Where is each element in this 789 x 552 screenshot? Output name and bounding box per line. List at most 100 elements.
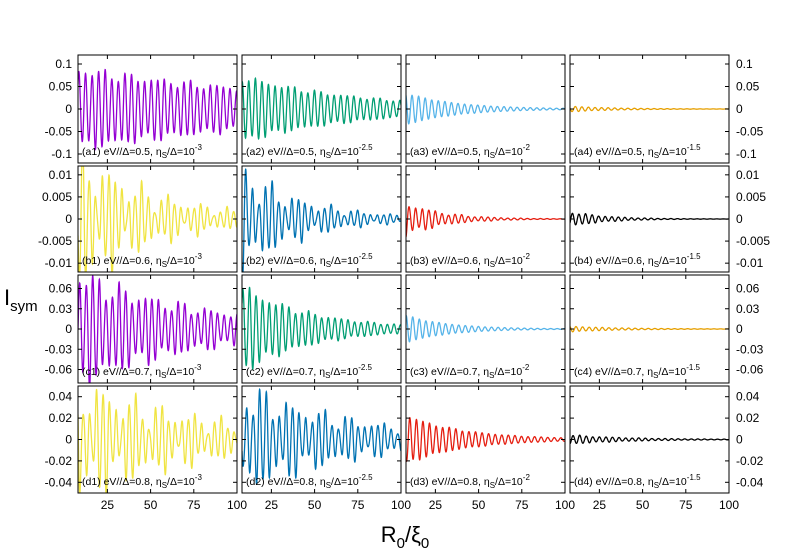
y-tick-label-left: 0.1 xyxy=(55,57,72,71)
y-tick-label-left: 0.06 xyxy=(49,282,73,296)
x-tick-label: 25 xyxy=(429,498,443,512)
y-tick-label-left: -0.03 xyxy=(45,342,73,356)
y-tick-label-left: 0.05 xyxy=(49,80,73,94)
y-tick-label-right: -0.02 xyxy=(736,454,764,468)
x-tick-label: 100 xyxy=(227,498,247,512)
y-tick-label-left: 0 xyxy=(65,322,72,336)
x-axis-label-base: R xyxy=(381,522,397,547)
panel-a2: (a2) eV//Δ=0.5, ηS/Δ=10-2.5 xyxy=(241,54,402,164)
panel-label: (a3) eV//Δ=0.5, ηS/Δ=10-2 xyxy=(410,143,530,160)
x-tick-label: 25 xyxy=(265,498,279,512)
y-tick-label-right: -0.1 xyxy=(736,147,757,161)
x-tick-label: 25 xyxy=(101,498,115,512)
panel-b3: (b3) eV//Δ=0.6, ηS/Δ=10-2 xyxy=(405,165,566,273)
x-tick-label: 25 xyxy=(593,498,607,512)
x-tick-label: 100 xyxy=(719,498,739,512)
series-line-a2 xyxy=(242,77,401,140)
panel-b2: (b2) eV//Δ=0.6, ηS/Δ=10-2.5 xyxy=(241,165,402,273)
y-tick-label-right: 0.005 xyxy=(736,190,766,204)
y-tick-label-right: 0.06 xyxy=(736,282,760,296)
x-tick-label: 50 xyxy=(144,498,158,512)
panel-a3: (a3) eV//Δ=0.5, ηS/Δ=10-2 xyxy=(405,54,566,164)
y-tick-label-right: 0.03 xyxy=(736,302,760,316)
series-line-c1 xyxy=(78,275,237,383)
panel-label: (a2) eV//Δ=0.5, ηS/Δ=10-2.5 xyxy=(246,143,373,160)
panel-label: (d4) eV//Δ=0.8, ηS/Δ=10-1.5 xyxy=(574,473,701,490)
y-tick-label-left: -0.01 xyxy=(45,256,73,270)
y-axis-label-base: I xyxy=(4,285,10,310)
series-line-b1 xyxy=(78,166,237,272)
series-line-d3 xyxy=(406,416,565,463)
series-line-c4 xyxy=(570,325,729,333)
panel-c1: (c1) eV//Δ=0.7, ηS/Δ=10-3 xyxy=(77,274,238,384)
y-tick-label-right: -0.05 xyxy=(736,125,764,139)
panel-d1: (d1) eV//Δ=0.8, ηS/Δ=10-3 xyxy=(77,385,238,494)
panel-label: (d3) eV//Δ=0.8, ηS/Δ=10-2 xyxy=(410,473,530,490)
panel-label: (a1) eV//Δ=0.5, ηS/Δ=10-3 xyxy=(82,143,202,160)
panel-d4: (d4) eV//Δ=0.8, ηS/Δ=10-1.5 xyxy=(569,385,730,494)
y-tick-label-right: 0 xyxy=(736,433,743,447)
y-tick-label-left: 0.01 xyxy=(49,168,73,182)
panel-b1: (b1) eV//Δ=0.6, ηS/Δ=10-3 xyxy=(77,165,238,273)
y-tick-label-left: -0.06 xyxy=(45,363,73,377)
y-tick-label-left: 0.04 xyxy=(49,390,73,404)
y-tick-label-left: -0.05 xyxy=(45,125,73,139)
y-tick-label-right: 0 xyxy=(736,322,743,336)
y-tick-label-left: -0.04 xyxy=(45,475,73,489)
x-tick-label: 75 xyxy=(515,498,529,512)
x-tick-label: 75 xyxy=(351,498,365,512)
y-tick-label-left: 0.03 xyxy=(49,302,73,316)
y-tick-label-right: -0.005 xyxy=(736,234,770,248)
y-tick-label-right: 0.05 xyxy=(736,80,760,94)
panel-b4: (b4) eV//Δ=0.6, ηS/Δ=10-1.5 xyxy=(569,165,730,273)
y-tick-label-left: -0.1 xyxy=(51,147,72,161)
panel-label: (c1) eV//Δ=0.7, ηS/Δ=10-3 xyxy=(82,363,202,380)
y-tick-label-right: 0.1 xyxy=(736,57,753,71)
panel-c3: (c3) eV//Δ=0.7, ηS/Δ=10-2 xyxy=(405,274,566,384)
panel-a4: (a4) eV//Δ=0.5, ηS/Δ=10-1.5 xyxy=(569,54,730,164)
panel-label: (c4) eV//Δ=0.7, ηS/Δ=10-1.5 xyxy=(574,363,701,380)
panel-label: (c2) eV//Δ=0.7, ηS/Δ=10-2.5 xyxy=(246,363,373,380)
panel-label: (b2) eV//Δ=0.6, ηS/Δ=10-2.5 xyxy=(246,252,373,269)
panel-a1: (a1) eV//Δ=0.5, ηS/Δ=10-3 xyxy=(77,54,238,164)
y-tick-label-left: 0.005 xyxy=(42,190,72,204)
x-tick-label: 50 xyxy=(636,498,650,512)
panel-label: (b1) eV//Δ=0.6, ηS/Δ=10-3 xyxy=(82,252,202,269)
x-tick-label: 100 xyxy=(391,498,411,512)
y-tick-label-right: 0.02 xyxy=(736,411,760,425)
x-tick-label: 100 xyxy=(555,498,575,512)
y-tick-label-left: 0 xyxy=(65,102,72,116)
series-line-a3 xyxy=(406,94,565,125)
series-line-a1 xyxy=(78,68,237,151)
y-tick-label-left: -0.005 xyxy=(38,234,72,248)
y-tick-label-left: 0 xyxy=(65,433,72,447)
y-tick-label-left: 0.02 xyxy=(49,411,73,425)
x-tick-label: 50 xyxy=(308,498,322,512)
panel-label: (d1) eV//Δ=0.8, ηS/Δ=10-3 xyxy=(82,473,202,490)
x-tick-label: 75 xyxy=(679,498,693,512)
panel-c4: (c4) eV//Δ=0.7, ηS/Δ=10-1.5 xyxy=(569,274,730,384)
series-line-d2 xyxy=(242,387,401,486)
x-axis-label-slash: /ξ xyxy=(405,522,421,547)
series-line-b2 xyxy=(242,168,401,272)
y-tick-label-right: 0.04 xyxy=(736,390,760,404)
panel-label: (c3) eV//Δ=0.7, ηS/Δ=10-2 xyxy=(410,363,530,380)
series-line-a4 xyxy=(570,105,729,113)
y-tick-label-right: 0 xyxy=(736,212,743,226)
x-tick-label: 50 xyxy=(472,498,486,512)
panel-label: (d2) eV//Δ=0.8, ηS/Δ=10-2.5 xyxy=(246,473,373,490)
y-tick-label-left: -0.02 xyxy=(45,454,73,468)
panel-d2: (d2) eV//Δ=0.8, ηS/Δ=10-2.5 xyxy=(241,385,402,494)
y-tick-label-right: -0.03 xyxy=(736,342,764,356)
y-axis-label: Isym xyxy=(4,285,38,315)
y-tick-label-right: 0.01 xyxy=(736,168,760,182)
y-tick-label-right: -0.01 xyxy=(736,256,764,270)
series-line-b3 xyxy=(406,206,565,238)
panel-label: (a4) eV//Δ=0.5, ηS/Δ=10-1.5 xyxy=(574,143,701,160)
series-line-c2 xyxy=(242,286,401,370)
panel-label: (b4) eV//Δ=0.6, ηS/Δ=10-1.5 xyxy=(574,252,701,269)
panel-c2: (c2) eV//Δ=0.7, ηS/Δ=10-2.5 xyxy=(241,274,402,384)
x-axis-label: R0/ξ0 xyxy=(381,522,430,552)
panel-d3: (d3) eV//Δ=0.8, ηS/Δ=10-2 xyxy=(405,385,566,494)
series-line-d1 xyxy=(78,388,237,493)
